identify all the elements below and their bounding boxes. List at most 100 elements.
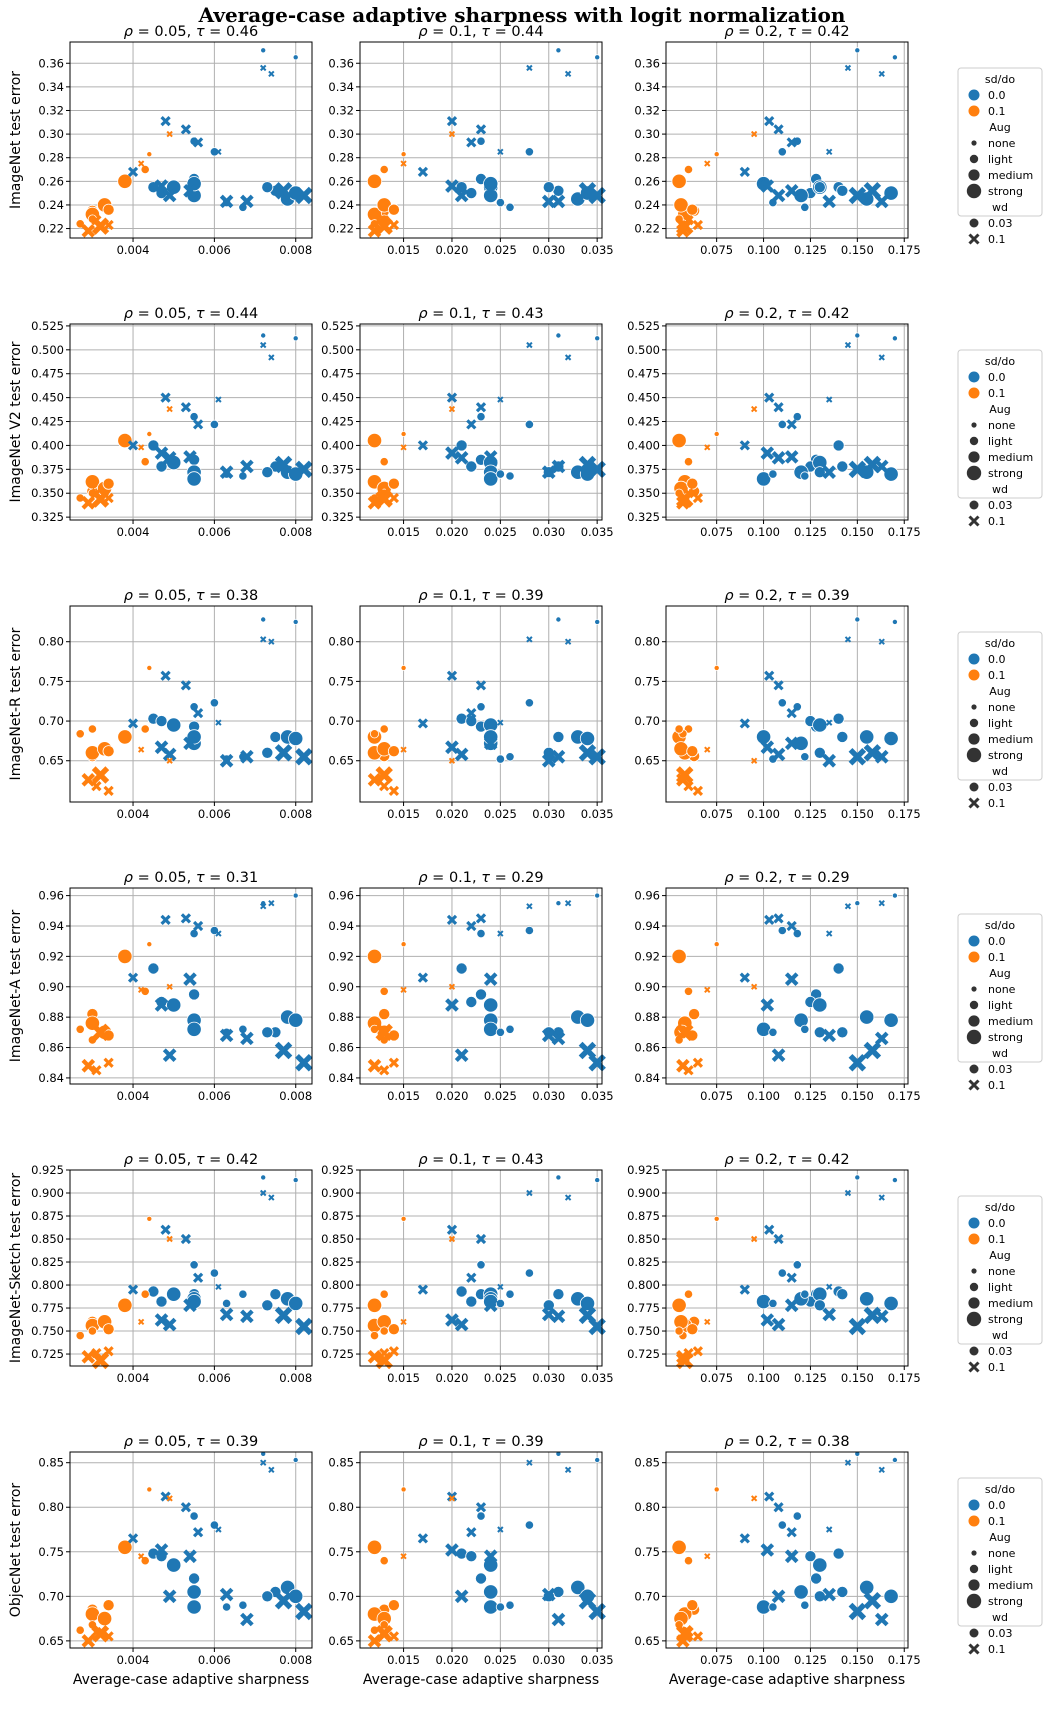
legend-style-label: 0.03 [988, 499, 1013, 512]
point-circle [146, 1486, 153, 1493]
point-x [475, 124, 487, 135]
panel-r1-c1: 0.015 0.020 0.025 0.030 0.035 0.325 0.350 0.375… [321, 306, 614, 539]
point-circle [87, 1326, 98, 1336]
point-circle [686, 477, 699, 490]
point-x [268, 1466, 275, 1473]
point-circle [813, 1590, 826, 1603]
point-x [764, 1224, 775, 1235]
point-x [183, 972, 197, 986]
point-x [240, 194, 254, 209]
y-tick-label: 0.775 [31, 1301, 64, 1315]
point-circle [579, 1012, 596, 1028]
legend-size-label: strong [988, 1031, 1023, 1044]
legend-size-marker [971, 704, 977, 710]
legend: sd/do 0.0 0.1 Aug none light medium strong wd 0.0… [957, 913, 1043, 1092]
point-circle [713, 1215, 720, 1222]
y-tick-label: 0.96 [634, 889, 660, 903]
point-circle [140, 164, 150, 175]
point-circle [755, 1021, 772, 1037]
point-circle [713, 1486, 720, 1493]
x-tick-label: 0.125 [794, 1089, 827, 1103]
point-circle [683, 457, 694, 467]
legend-size-marker [969, 436, 979, 446]
point-circle [832, 712, 845, 725]
legend-size-marker [969, 718, 979, 728]
y-tick-label: 0.88 [328, 1010, 354, 1024]
point-circle [474, 988, 487, 1001]
point-x [454, 747, 469, 762]
point-circle [400, 664, 407, 671]
legend-style-marker [969, 782, 979, 792]
point-x [454, 188, 469, 203]
point-x [497, 930, 504, 937]
point-x [192, 137, 204, 148]
y-tick-label: 0.94 [328, 919, 354, 933]
x-axis-label: Average-case adaptive sharpness [669, 1672, 905, 1688]
point-circle [792, 928, 802, 939]
legend-style-marker [968, 1361, 980, 1373]
point-x [760, 740, 775, 755]
y-tick-label: 0.925 [627, 1163, 660, 1177]
x-tick-label: 0.020 [435, 807, 468, 821]
point-x [91, 1065, 102, 1076]
point-x [400, 444, 407, 451]
point-x [240, 1031, 254, 1046]
point-x [541, 1028, 556, 1043]
point-x [825, 148, 833, 156]
x-tick-label: 0.075 [700, 1089, 733, 1103]
legend-hue-label: 0.0 [988, 653, 1006, 666]
point-circle [671, 948, 687, 965]
y-tick-label: 0.90 [328, 980, 354, 994]
x-tick-label: 0.035 [581, 243, 614, 257]
point-x [215, 930, 222, 937]
point-circle [222, 1602, 232, 1612]
point-x [750, 130, 758, 138]
point-circle [476, 1511, 486, 1521]
y-tick-label: 0.65 [634, 754, 660, 768]
point-x [784, 450, 799, 464]
point-x [446, 392, 458, 403]
point-circle [260, 47, 267, 54]
legend-style-label: 0.03 [988, 1345, 1013, 1358]
point-circle [594, 335, 601, 342]
y-tick-label: 0.80 [634, 1500, 660, 1514]
x-tick-label: 0.030 [532, 243, 565, 257]
y-tick-label: 0.70 [634, 714, 660, 728]
point-x [878, 638, 885, 645]
legend-style-marker [968, 797, 980, 809]
point-circle [369, 1331, 380, 1341]
panel-r3-c1: 0.015 0.020 0.025 0.030 0.035 0.84 0.86 0.88 0.9… [328, 870, 613, 1103]
panel-r2-c0: 0.004 0.006 0.008 0.65 0.70 0.75 0.80 ρ = 0.05,… [8, 588, 313, 821]
legend-style-label: 0.03 [988, 217, 1013, 230]
y-tick-label: 0.850 [627, 1232, 660, 1246]
point-circle [768, 469, 778, 479]
point-x [826, 1283, 833, 1291]
point-x [497, 396, 504, 403]
y-tick-label: 0.32 [38, 103, 64, 117]
panel-r5-c1: 0.015 0.020 0.025 0.030 0.035 0.65 0.70 0.75 0.8… [328, 1434, 613, 1688]
point-x [822, 194, 836, 209]
legend-frame [957, 631, 1043, 781]
point-x [874, 1612, 889, 1627]
point-x [466, 707, 477, 719]
point-circle [474, 1572, 487, 1585]
x-tick-label: 0.020 [435, 1653, 468, 1667]
point-circle [261, 466, 274, 479]
legend-title-hue: sd/do [985, 355, 1015, 368]
point-x [446, 1491, 458, 1502]
y-tick-label: 0.475 [627, 367, 660, 381]
point-x [848, 1053, 867, 1072]
y-tick-label: 0.800 [627, 1278, 660, 1292]
point-x [822, 753, 836, 768]
x-tick-label: 0.015 [387, 1089, 420, 1103]
axes-frame [665, 41, 909, 239]
point-circle [292, 54, 299, 61]
point-circle [686, 1323, 699, 1336]
point-circle [891, 1457, 898, 1464]
point-x [388, 1057, 400, 1068]
legend-size-marker [968, 1297, 980, 1309]
legend-title-hue: sd/do [985, 1201, 1015, 1214]
legend-size-label: none [988, 1547, 1016, 1560]
point-circle [75, 1625, 85, 1635]
point-circle [483, 1584, 499, 1600]
